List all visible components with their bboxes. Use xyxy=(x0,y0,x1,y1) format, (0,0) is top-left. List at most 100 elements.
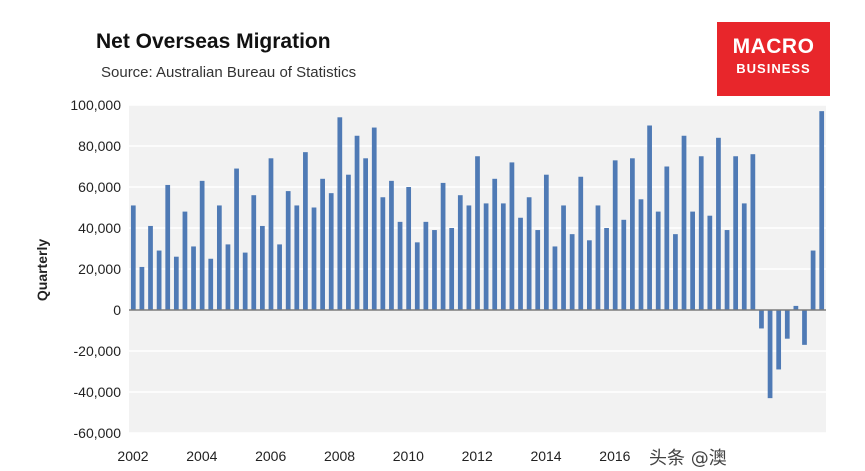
bar xyxy=(130,205,136,310)
bar xyxy=(380,197,386,310)
chart-subtitle: Source: Australian Bureau of Statistics xyxy=(101,64,357,81)
y-tick-label: 40,000 xyxy=(78,220,121,236)
bar xyxy=(199,180,205,310)
bar xyxy=(759,310,764,329)
bar xyxy=(328,193,334,310)
x-tick-label: 2014 xyxy=(530,448,561,464)
bar xyxy=(449,228,455,310)
bar xyxy=(509,162,515,310)
bar xyxy=(173,256,179,310)
bar xyxy=(225,244,231,310)
bar xyxy=(630,158,635,310)
bar xyxy=(724,230,730,310)
bar xyxy=(483,203,489,310)
bar xyxy=(793,305,799,310)
x-tick-label: 2008 xyxy=(324,448,355,464)
bar xyxy=(716,137,721,310)
bar xyxy=(595,205,601,310)
bar xyxy=(208,258,214,310)
bar xyxy=(621,219,627,310)
bar xyxy=(492,178,498,310)
bar xyxy=(337,117,343,310)
bar xyxy=(182,211,188,310)
bar xyxy=(750,154,756,310)
bar xyxy=(191,246,196,310)
bar xyxy=(500,203,506,310)
bar xyxy=(414,242,420,310)
bar xyxy=(561,205,566,310)
bar xyxy=(277,244,282,310)
bar xyxy=(268,158,274,310)
bar xyxy=(681,135,687,310)
bar xyxy=(432,230,437,310)
y-tick-labels: 100,000 80,000 60,000 40,000 20,000 0 -20,000 -… xyxy=(70,97,121,441)
bar xyxy=(802,310,807,345)
logo-text-business: BUSINESS xyxy=(736,61,811,76)
bar xyxy=(655,211,661,310)
x-tick-label: 2016 xyxy=(599,448,630,464)
logo-text-macro: MACRO xyxy=(732,35,815,58)
bars xyxy=(130,111,825,399)
bar xyxy=(578,176,584,310)
bar xyxy=(673,234,678,310)
x-tick-label: 2002 xyxy=(117,448,148,464)
y-tick-label: 0 xyxy=(113,302,121,318)
watermark: 头条 @澳 xyxy=(649,448,727,469)
x-tick-labels: 2002 2004 2006 2008 2010 2012 2014 2016 xyxy=(117,448,630,464)
bar xyxy=(346,174,351,310)
bar xyxy=(311,207,317,310)
bar xyxy=(389,180,394,310)
bar xyxy=(148,225,153,310)
bar xyxy=(466,205,472,310)
bar xyxy=(139,266,145,310)
bar xyxy=(303,152,308,310)
bar xyxy=(690,211,695,310)
bar xyxy=(406,187,412,310)
x-tick-label: 2012 xyxy=(462,448,493,464)
bar xyxy=(535,230,541,310)
bar xyxy=(810,250,816,310)
bar xyxy=(475,156,480,310)
bar xyxy=(440,182,446,310)
bar xyxy=(569,234,575,310)
chart-title: Net Overseas Migration xyxy=(96,30,331,53)
bar xyxy=(294,205,300,310)
bar xyxy=(638,199,644,310)
y-tick-label: 100,000 xyxy=(70,97,121,113)
bar xyxy=(457,195,463,310)
bar xyxy=(518,217,523,310)
bar xyxy=(767,310,773,399)
bar xyxy=(234,168,239,310)
bar xyxy=(776,310,782,370)
bar xyxy=(543,174,549,310)
bar xyxy=(285,191,291,310)
y-axis-label: Quarterly xyxy=(34,239,50,301)
bar xyxy=(784,310,790,339)
bar xyxy=(242,252,248,310)
bar xyxy=(354,135,360,310)
y-tick-label: -40,000 xyxy=(74,384,122,400)
bar xyxy=(552,246,558,310)
bar xyxy=(819,111,825,311)
bar xyxy=(586,240,592,310)
bar xyxy=(733,156,739,310)
bar xyxy=(664,166,670,310)
bar xyxy=(397,221,403,310)
bar xyxy=(612,160,618,310)
bar xyxy=(647,125,652,310)
x-tick-label: 2004 xyxy=(186,448,217,464)
macro-business-logo: MACRO BUSINESS xyxy=(717,22,830,96)
bar xyxy=(320,178,325,310)
y-tick-label: 60,000 xyxy=(78,179,121,195)
bar xyxy=(260,225,265,310)
bar xyxy=(604,228,609,310)
bar xyxy=(526,197,532,310)
y-tick-label: -20,000 xyxy=(74,343,122,359)
bar xyxy=(423,221,429,310)
bar xyxy=(251,195,257,310)
y-tick-label: 20,000 xyxy=(78,261,121,277)
bar xyxy=(363,158,369,310)
bar xyxy=(156,250,162,310)
y-tick-label: 80,000 xyxy=(78,138,121,154)
